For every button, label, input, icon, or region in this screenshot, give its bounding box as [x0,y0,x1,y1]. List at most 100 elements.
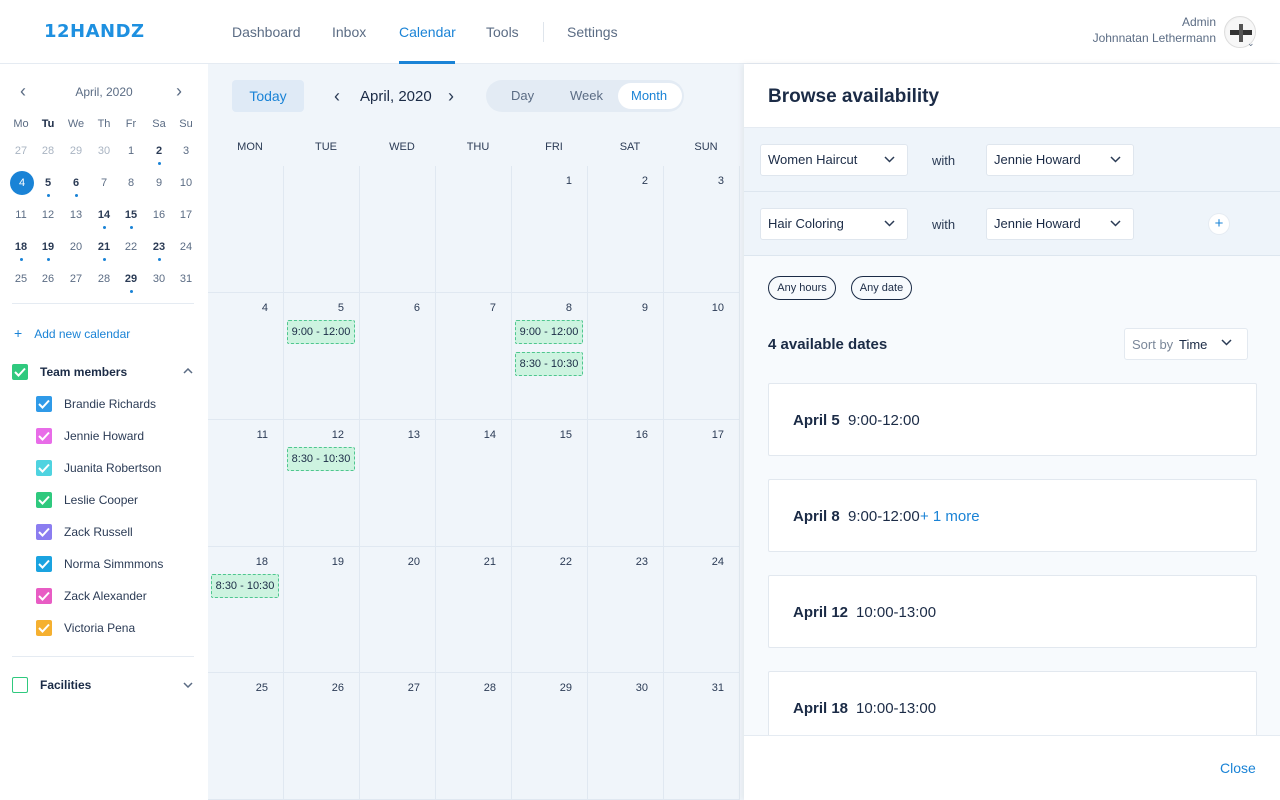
day-cell[interactable] [512,673,588,800]
mini-cal-day[interactable]: 29 [124,273,138,285]
mini-cal-day[interactable]: 21 [97,241,111,253]
day-cell[interactable] [360,547,436,673]
day-cell[interactable] [208,673,284,800]
view-day-button[interactable]: Day [511,88,535,103]
nav-inbox[interactable]: Inbox [332,24,367,40]
mini-cal-day[interactable]: 12 [41,209,55,221]
mini-cal-day[interactable]: 1 [127,145,135,157]
mini-cal-day[interactable]: 3 [182,145,190,157]
calendar-event[interactable]: 8:30 - 10:30 [287,447,355,471]
mini-cal-day[interactable]: 8 [127,177,135,189]
chevron-up-icon[interactable] [183,366,193,377]
service-select[interactable]: Women Haircut [760,144,908,176]
day-cell[interactable] [208,420,284,547]
staff-select[interactable]: Jennie Howard [986,208,1134,240]
day-cell[interactable] [284,547,360,673]
day-cell[interactable] [588,166,664,293]
day-cell[interactable] [284,673,360,800]
day-cell[interactable] [436,673,512,800]
nav-tools[interactable]: Tools [486,24,519,40]
mini-cal-day[interactable]: 18 [14,241,28,253]
nav-calendar[interactable]: Calendar [399,24,456,40]
mini-cal-day[interactable]: 26 [41,273,55,285]
staff-select[interactable]: Jennie Howard [986,144,1134,176]
mini-cal-day[interactable]: 29 [69,145,83,157]
mini-cal-day[interactable]: 14 [97,209,111,221]
date-card[interactable]: April 18 10:00-13:00 [768,671,1257,744]
day-cell[interactable] [284,420,360,547]
day-cell[interactable] [512,293,588,420]
member-checkbox[interactable] [36,396,52,412]
mini-cal-day[interactable]: 27 [69,273,83,285]
day-cell[interactable] [588,673,664,800]
mini-cal-day[interactable]: 17 [179,209,193,221]
facilities-checkbox[interactable] [12,677,28,693]
prev-month-icon[interactable]: ‹ [334,86,340,106]
mini-cal-day[interactable]: 13 [69,209,83,221]
mini-cal-day[interactable]: 23 [152,241,166,253]
mini-cal-day[interactable]: 2 [155,145,163,157]
mini-cal-prev-icon[interactable]: ‹ [20,81,26,101]
mini-cal-day[interactable]: 22 [124,241,138,253]
day-cell[interactable] [512,420,588,547]
day-cell[interactable] [360,293,436,420]
day-cell[interactable] [664,673,740,800]
view-week-button[interactable]: Week [570,88,603,103]
day-cell[interactable] [664,166,740,293]
add-service-icon[interactable]: + [1209,214,1229,234]
mini-cal-day[interactable]: 31 [179,273,193,285]
day-cell[interactable] [360,166,436,293]
member-checkbox[interactable] [36,524,52,540]
mini-cal-day[interactable]: 24 [179,241,193,253]
day-cell[interactable] [208,547,284,673]
day-cell[interactable] [360,673,436,800]
mini-cal-day[interactable]: 6 [72,177,80,189]
member-checkbox[interactable] [36,620,52,636]
mini-cal-day[interactable]: 19 [41,241,55,253]
mini-cal-day[interactable]: 11 [15,209,27,221]
mini-cal-day[interactable]: 30 [152,273,166,285]
chevron-down-icon[interactable]: ⌄ [1247,38,1255,48]
day-cell[interactable] [284,293,360,420]
mini-cal-day[interactable]: 7 [100,177,108,189]
member-checkbox[interactable] [36,428,52,444]
filter-any-hours[interactable]: Any hours [768,276,836,300]
day-cell[interactable] [588,420,664,547]
day-cell[interactable] [664,420,740,547]
date-card[interactable]: April 8 9:00-12:00 + 1 more [768,479,1257,552]
mini-cal-day[interactable]: 30 [97,145,111,157]
member-checkbox[interactable] [36,588,52,604]
mini-cal-day[interactable]: 27 [14,145,28,157]
nav-dashboard[interactable]: Dashboard [232,24,301,40]
day-cell[interactable] [588,293,664,420]
day-cell[interactable] [208,293,284,420]
add-calendar-button[interactable]: + Add new calendar [14,325,130,341]
filter-any-date[interactable]: Any date [851,276,912,300]
date-card[interactable]: April 12 10:00-13:00 [768,575,1257,648]
mini-cal-day[interactable]: 20 [69,241,83,253]
close-button[interactable]: Close [1220,760,1256,776]
day-cell[interactable] [436,420,512,547]
calendar-event[interactable]: 8:30 - 10:30 [211,574,279,598]
nav-settings[interactable]: Settings [567,24,618,40]
member-checkbox[interactable] [36,492,52,508]
mini-cal-day[interactable]: 5 [44,177,52,189]
mini-cal-day[interactable]: 16 [152,209,166,221]
mini-cal-day[interactable]: 28 [41,145,55,157]
mini-cal-day[interactable]: 25 [14,273,28,285]
team-members-checkbox[interactable] [12,364,28,380]
mini-cal-day[interactable]: 28 [97,273,111,285]
more-times-link[interactable]: + 1 more [920,508,980,525]
mini-cal-day[interactable]: 9 [155,177,163,189]
mini-cal-next-icon[interactable]: › [176,81,182,101]
date-card[interactable]: April 5 9:00-12:00 [768,383,1257,456]
day-cell[interactable] [208,166,284,293]
today-button[interactable]: Today [232,80,304,112]
member-checkbox[interactable] [36,460,52,476]
chevron-down-icon[interactable] [183,680,193,691]
service-select[interactable]: Hair Coloring [760,208,908,240]
calendar-event[interactable]: 9:00 - 12:00 [515,320,583,344]
day-cell[interactable] [436,547,512,673]
day-cell[interactable] [436,166,512,293]
app-logo[interactable]: 12HANDZ [44,21,145,42]
